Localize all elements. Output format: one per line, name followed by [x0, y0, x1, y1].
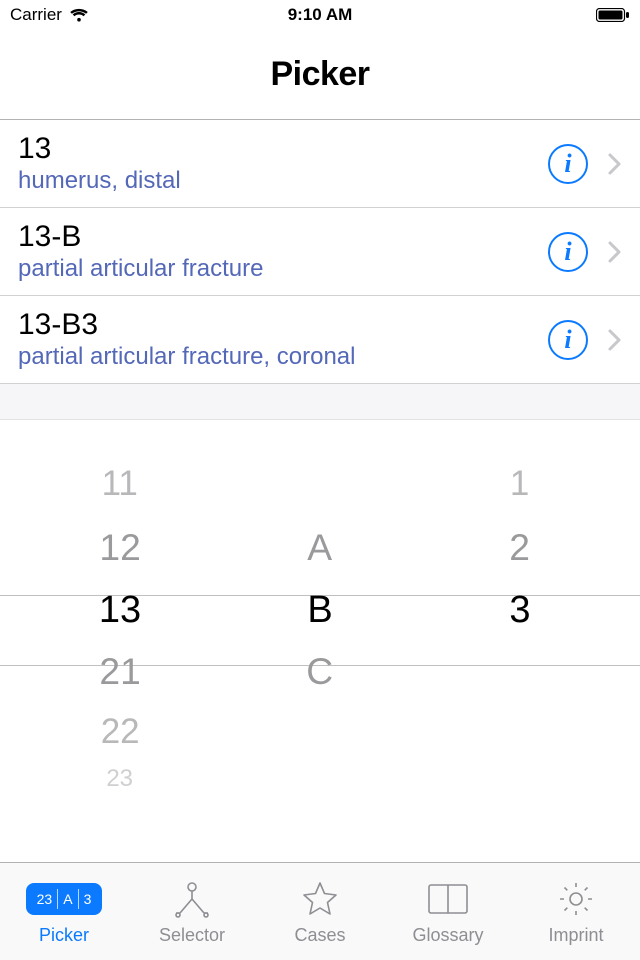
info-icon[interactable]: i [548, 232, 588, 272]
picker-item: 12 [99, 518, 140, 579]
info-icon[interactable]: i [548, 144, 588, 184]
breadcrumb-list: 13 humerus, distal i 13-B partial articu… [0, 120, 640, 384]
row-title: 13-B [18, 220, 548, 253]
picker-column-1[interactable]: 11 12 13 21 22 23 [60, 455, 180, 805]
chevron-right-icon [606, 240, 622, 264]
picker-icon: 23A3 [26, 877, 103, 921]
tab-picker[interactable]: 23A3 Picker [0, 863, 128, 960]
picker-item-selected: B [307, 579, 332, 641]
picker-item: 2 [510, 518, 531, 579]
carrier-label: Carrier [10, 5, 62, 25]
list-row[interactable]: 13 humerus, distal i [0, 120, 640, 208]
picker-wheel[interactable]: 11 12 13 21 22 23 . A B C . . 1 2 3 . . … [0, 420, 640, 840]
tab-label: Imprint [548, 925, 603, 946]
section-spacer [0, 384, 640, 420]
info-icon[interactable]: i [548, 320, 588, 360]
picker-item: 23 [107, 763, 134, 795]
tab-cases[interactable]: Cases [256, 863, 384, 960]
selector-icon [169, 877, 215, 921]
picker-item: 22 [101, 704, 140, 761]
row-title: 13-B3 [18, 308, 548, 341]
battery-icon [596, 8, 630, 22]
picker-item: 11 [102, 456, 138, 513]
tab-bar: 23A3 Picker Selector Cases Glossary Impr… [0, 862, 640, 960]
row-subtitle: partial articular fracture [18, 255, 548, 283]
row-subtitle: humerus, distal [18, 167, 548, 195]
list-row[interactable]: 13-B3 partial articular fracture, corona… [0, 296, 640, 384]
tab-label: Picker [39, 925, 89, 946]
star-icon [300, 877, 340, 921]
row-title: 13 [18, 132, 548, 165]
gear-icon [556, 877, 596, 921]
picker-item: C [307, 642, 334, 703]
picker-item: A [308, 518, 333, 579]
tab-label: Glossary [412, 925, 483, 946]
picker-item-selected: 3 [509, 579, 530, 641]
list-row[interactable]: 13-B partial articular fracture i [0, 208, 640, 296]
chevron-right-icon [606, 152, 622, 176]
wifi-icon [68, 7, 90, 23]
tab-glossary[interactable]: Glossary [384, 863, 512, 960]
status-bar: Carrier 9:10 AM [0, 0, 640, 30]
nav-bar: Picker [0, 30, 640, 120]
picker-item: 21 [99, 642, 140, 703]
tab-selector[interactable]: Selector [128, 863, 256, 960]
page-title: Picker [270, 55, 369, 94]
picker-item: 1 [510, 456, 529, 513]
book-icon [426, 877, 470, 921]
picker-column-2[interactable]: . A B C . . [260, 455, 380, 805]
picker-item-selected: 13 [99, 579, 141, 641]
tab-label: Cases [294, 925, 345, 946]
picker-column-3[interactable]: 1 2 3 . . . [460, 455, 580, 805]
chevron-right-icon [606, 328, 622, 352]
clock-label: 9:10 AM [288, 5, 353, 25]
tab-label: Selector [159, 925, 225, 946]
tab-imprint[interactable]: Imprint [512, 863, 640, 960]
row-subtitle: partial articular fracture, coronal [18, 343, 548, 371]
